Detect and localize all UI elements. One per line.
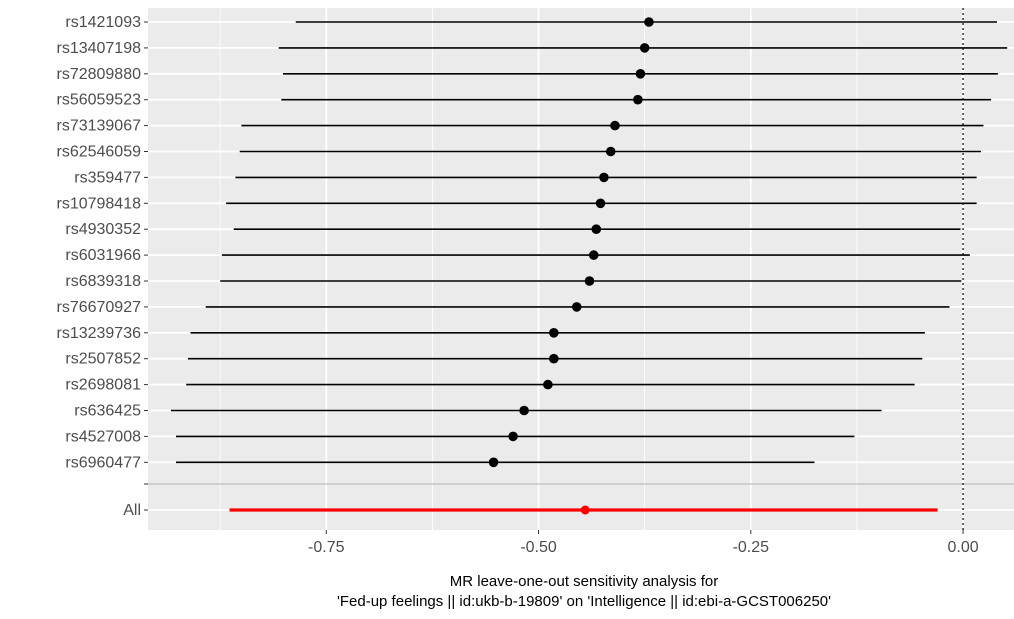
y-tick-label: rs2507852 xyxy=(65,351,141,368)
estimate-point xyxy=(508,431,518,442)
y-tick-label: rs13239736 xyxy=(56,325,141,342)
x-tick-label: -0.75 xyxy=(308,539,345,556)
x-axis-title-line2: 'Fed-up feelings || id:ukb-b-19809' on '… xyxy=(337,593,831,610)
estimate-point xyxy=(639,43,650,53)
y-tick-label: rs73139067 xyxy=(56,118,141,135)
y-tick-label: rs1421093 xyxy=(65,14,141,31)
plot-panel xyxy=(148,8,1014,530)
estimate-point xyxy=(571,302,582,312)
x-tick-label: 0.00 xyxy=(947,539,978,556)
estimate-point xyxy=(519,405,529,416)
x-axis-title-line1: MR leave-one-out sensitivity analysis fo… xyxy=(450,573,718,590)
estimate-point xyxy=(588,250,599,260)
estimate-point xyxy=(595,198,606,209)
estimate-point xyxy=(549,353,559,364)
marks-layer xyxy=(148,8,1014,530)
x-tick-label: -0.25 xyxy=(733,539,770,556)
y-tick-labels: rs1421093 rs13407198 rs72809880 rs56059523 r… xyxy=(56,14,148,519)
estimate-point xyxy=(599,172,609,183)
y-tick-label: rs72809880 xyxy=(56,66,141,83)
y-tick-label: rs2698081 xyxy=(65,377,141,394)
estimate-point xyxy=(644,17,654,27)
y-tick-label: rs4930352 xyxy=(65,221,141,238)
y-tick-label: rs62546059 xyxy=(56,144,141,161)
y-tick-label: rs56059523 xyxy=(56,92,141,109)
estimate-point xyxy=(549,328,559,338)
y-tick-label: rs359477 xyxy=(74,169,141,186)
estimate-point xyxy=(633,94,643,105)
y-tick-label: rs6839318 xyxy=(65,273,141,290)
estimate-point xyxy=(591,224,602,234)
y-tick-label: rs6031966 xyxy=(65,247,141,264)
estimate-point xyxy=(584,276,595,286)
y-tick-label: rs4527008 xyxy=(65,428,141,445)
estimate-point xyxy=(635,69,646,79)
y-tick-label: rs10798418 xyxy=(56,195,141,212)
y-tick-label-all: All xyxy=(123,502,141,519)
x-tick-label: -0.50 xyxy=(520,539,557,556)
y-tick-label: rs76670927 xyxy=(56,299,141,316)
estimate-point xyxy=(543,379,553,390)
estimate-point xyxy=(488,457,499,468)
estimate-point-all xyxy=(580,505,590,515)
x-tick-labels: -0.75 -0.50 -0.25 0.00 xyxy=(308,530,979,556)
y-tick-label: rs636425 xyxy=(74,403,141,420)
y-tick-label: rs6960477 xyxy=(65,454,141,471)
estimate-point xyxy=(610,120,620,131)
y-tick-label: rs13407198 xyxy=(56,40,141,57)
estimate-point xyxy=(605,146,616,157)
